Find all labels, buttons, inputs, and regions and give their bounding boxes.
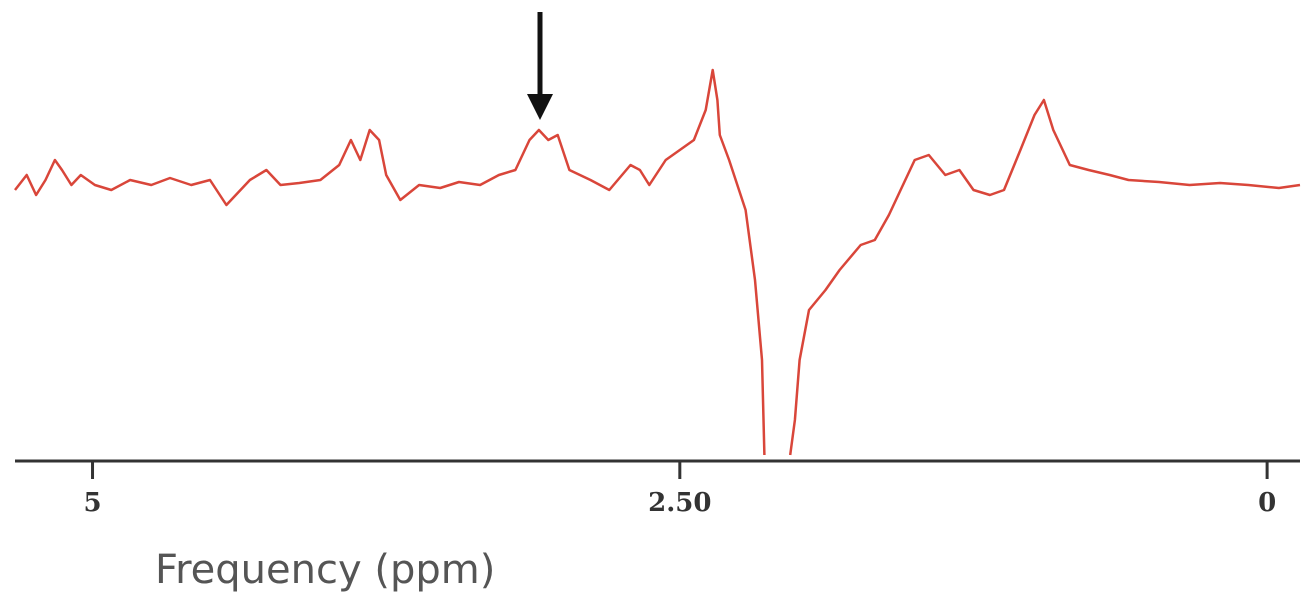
spectrum-line: [14, 68, 1301, 456]
annotation-arrow: [527, 12, 553, 120]
x-tick-label: 2.50: [648, 488, 711, 518]
x-axis-title: Frequency (ppm): [155, 547, 495, 593]
x-tick-label: 5: [83, 488, 101, 518]
x-tick-label: 0: [1258, 488, 1276, 518]
